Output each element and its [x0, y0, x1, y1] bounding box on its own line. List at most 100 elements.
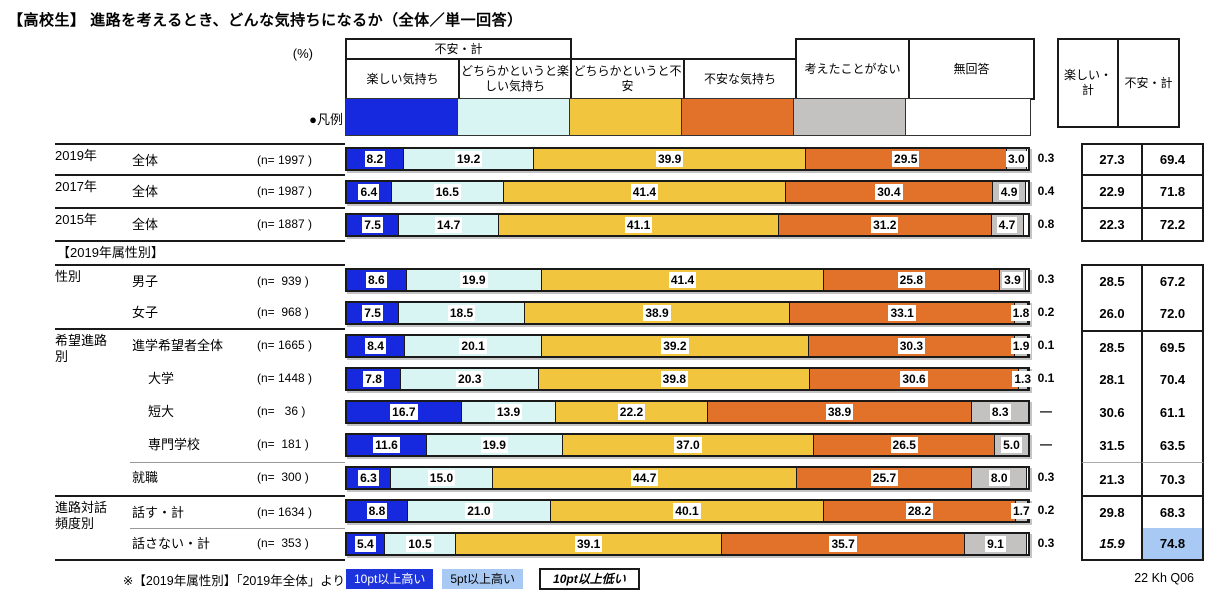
- no-answer-value: 0.1: [1037, 371, 1055, 385]
- stacked-bar: 7.8 20.3 39.8 30.6 1.3: [345, 367, 1034, 391]
- bar-segment-somewhat-anxious: 41.4: [541, 270, 823, 290]
- bar-segment-fun: 16.7: [347, 402, 461, 422]
- bar-segment-anxious: 30.6: [809, 369, 1018, 389]
- bar-segment-somewhat-anxious: 38.9: [524, 303, 789, 323]
- bar-segment-anxious: 35.7: [721, 534, 965, 554]
- legend-swatch-somewhat-fun: [457, 98, 570, 136]
- row-item-label: 全体: [132, 217, 159, 232]
- segment-value: 37.0: [674, 437, 702, 453]
- bar-segment-somewhat-anxious: 41.1: [498, 215, 779, 235]
- row-item-label: 全体: [132, 153, 159, 168]
- summary-anxious-total: 69.4: [1141, 143, 1204, 176]
- row-n-label: (n= 1887 ): [257, 217, 313, 231]
- segment-value: 8.3: [989, 404, 1011, 420]
- stacked-bar: 6.4 16.5 41.4 30.4 4.9: [345, 180, 1030, 204]
- column-header-table: 楽しい・計 不安・計 楽しい気持ち どちらかというと楽しい気持ち どちらかという…: [345, 38, 1035, 138]
- bar-segment-never-thought: 1.7: [1010, 501, 1032, 521]
- legend-swatch-no-answer: [905, 98, 1031, 136]
- segment-value: 38.9: [643, 305, 671, 321]
- row-item-label: 大学: [148, 371, 175, 386]
- stacked-bar: 8.6 19.9 41.4 25.8 3.9: [345, 268, 1030, 292]
- bar-segment-anxious: 33.1: [788, 303, 1015, 323]
- segment-value: 8.2: [364, 151, 386, 167]
- group-header-anxious-total: 不安・計: [345, 38, 572, 60]
- bar-segment-fun: 7.5: [347, 215, 399, 235]
- table-row: 進路対話頻度別 話す・計 (n= 1634 ) 8.8 21.0 40.1 28.2 1…: [0, 495, 1212, 531]
- legend-swatch-never-thought: [793, 98, 906, 136]
- row-n-label: (n= 353 ): [257, 536, 309, 550]
- bar-segment-somewhat-anxious: 22.2: [555, 402, 707, 422]
- summary-fun-total: 26.0: [1081, 297, 1143, 330]
- summary-header-anxious-total: 不安・計: [1117, 38, 1180, 128]
- row-n-label: (n= 968 ): [257, 305, 309, 319]
- legend-swatch-fun: [345, 98, 458, 136]
- row-group-label: 希望進路別: [55, 333, 108, 364]
- table-row: 大学 (n= 1448 ) 7.8 20.3 39.8 30.6 1.3 0.1 28.…: [0, 363, 1212, 396]
- segment-value: 30.6: [900, 371, 928, 387]
- segment-value: 13.9: [494, 404, 523, 420]
- summary-fun-total: 31.5: [1081, 429, 1143, 462]
- bar-segment-no-answer: [1025, 468, 1028, 488]
- bar-segment-fun: 8.8: [347, 501, 407, 521]
- stacked-bar: 7.5 14.7 41.1 31.2 4.7: [345, 213, 1030, 237]
- bar-segment-fun: 11.6: [347, 435, 426, 455]
- bar-segment-fun: 8.6: [347, 270, 406, 290]
- legend-low10-chip: 10pt以上低い: [539, 568, 640, 590]
- segment-value: 4.9: [998, 184, 1020, 200]
- bar-segment-somewhat-anxious: 44.7: [492, 468, 797, 488]
- row-item-label: 短大: [148, 404, 175, 419]
- segment-value: 5.4: [355, 536, 376, 552]
- row-n-label: (n= 300 ): [257, 470, 309, 484]
- segment-value: 19.9: [480, 437, 508, 453]
- bar-segment-no-answer: [1025, 182, 1028, 202]
- segment-value: 19.2: [454, 151, 483, 167]
- bar-segment-somewhat-fun: 19.2: [402, 149, 534, 169]
- table-row: 短大 (n= 36 ) 16.7 13.9 22.2 38.9 8.3 — 30.6 6…: [0, 396, 1212, 429]
- summary-anxious-total: 63.5: [1141, 429, 1204, 462]
- summary-anxious-total-highlight-high: 74.8: [1141, 528, 1204, 561]
- segment-value: 38.9: [825, 404, 854, 420]
- segment-value: 26.5: [890, 437, 918, 453]
- bar-segment-never-thought: 5.0: [993, 435, 1028, 455]
- segment-value: 6.3: [358, 470, 379, 486]
- table-row: 専門学校 (n= 181 ) 11.6 19.9 37.0 26.5 5.0 — 31.…: [0, 429, 1212, 462]
- segment-value: 40.1: [673, 503, 701, 519]
- summary-fun-total: 30.6: [1081, 396, 1143, 429]
- row-item-label: 就職: [132, 470, 159, 485]
- segment-value: 1.8: [1010, 305, 1032, 321]
- segment-value: 14.7: [434, 217, 463, 233]
- segment-value: 39.2: [661, 338, 689, 354]
- bar-segment-anxious: 38.9: [706, 402, 972, 422]
- row-item-label: 女子: [132, 305, 159, 320]
- bar-segment-never-thought: 4.7: [990, 215, 1023, 235]
- segment-value: 39.1: [575, 536, 603, 552]
- no-answer-value: 0.8: [1037, 217, 1055, 231]
- stacked-bar: 16.7 13.9 22.2 38.9 8.3: [345, 400, 1030, 424]
- bar-segment-somewhat-fun: 19.9: [425, 435, 562, 455]
- percent-unit-label: (%): [292, 46, 313, 61]
- segment-value: 9.1: [985, 536, 1006, 552]
- summary-anxious-total: 72.2: [1141, 209, 1204, 242]
- bar-segment-somewhat-anxious: 41.4: [502, 182, 785, 202]
- segment-value: 8.4: [365, 338, 386, 354]
- segment-value: 8.0: [988, 470, 1010, 486]
- stacked-bar: 8.8 21.0 40.1 28.2 1.7: [345, 499, 1032, 523]
- bar-segment-anxious: 25.7: [796, 468, 972, 488]
- table-row: 就職 (n= 300 ) 6.3 15.0 44.7 25.7 8.0 0.3 21.3…: [0, 462, 1212, 495]
- bar-segment-fun: 8.2: [347, 149, 403, 169]
- segment-value: 11.6: [373, 437, 400, 453]
- bar-segment-anxious: 30.4: [784, 182, 992, 202]
- no-answer-value: 0.3: [1037, 151, 1055, 165]
- segment-value: 3.9: [1002, 272, 1023, 288]
- col-header-fun: 楽しい気持ち: [345, 58, 460, 100]
- segment-value: 15.0: [427, 470, 456, 486]
- bar-segment-somewhat-fun: 20.1: [404, 336, 541, 356]
- segment-value: 19.9: [460, 272, 488, 288]
- segment-value: 39.9: [655, 151, 684, 167]
- footnote-prefix: ※【2019年属性別】「2019年全体」より: [122, 573, 345, 588]
- no-answer-value: 0.2: [1037, 305, 1055, 319]
- segment-value: 25.7: [870, 470, 899, 486]
- summary-header: 楽しい・計 不安・計: [1057, 38, 1180, 128]
- row-group-label: 性別: [55, 269, 82, 284]
